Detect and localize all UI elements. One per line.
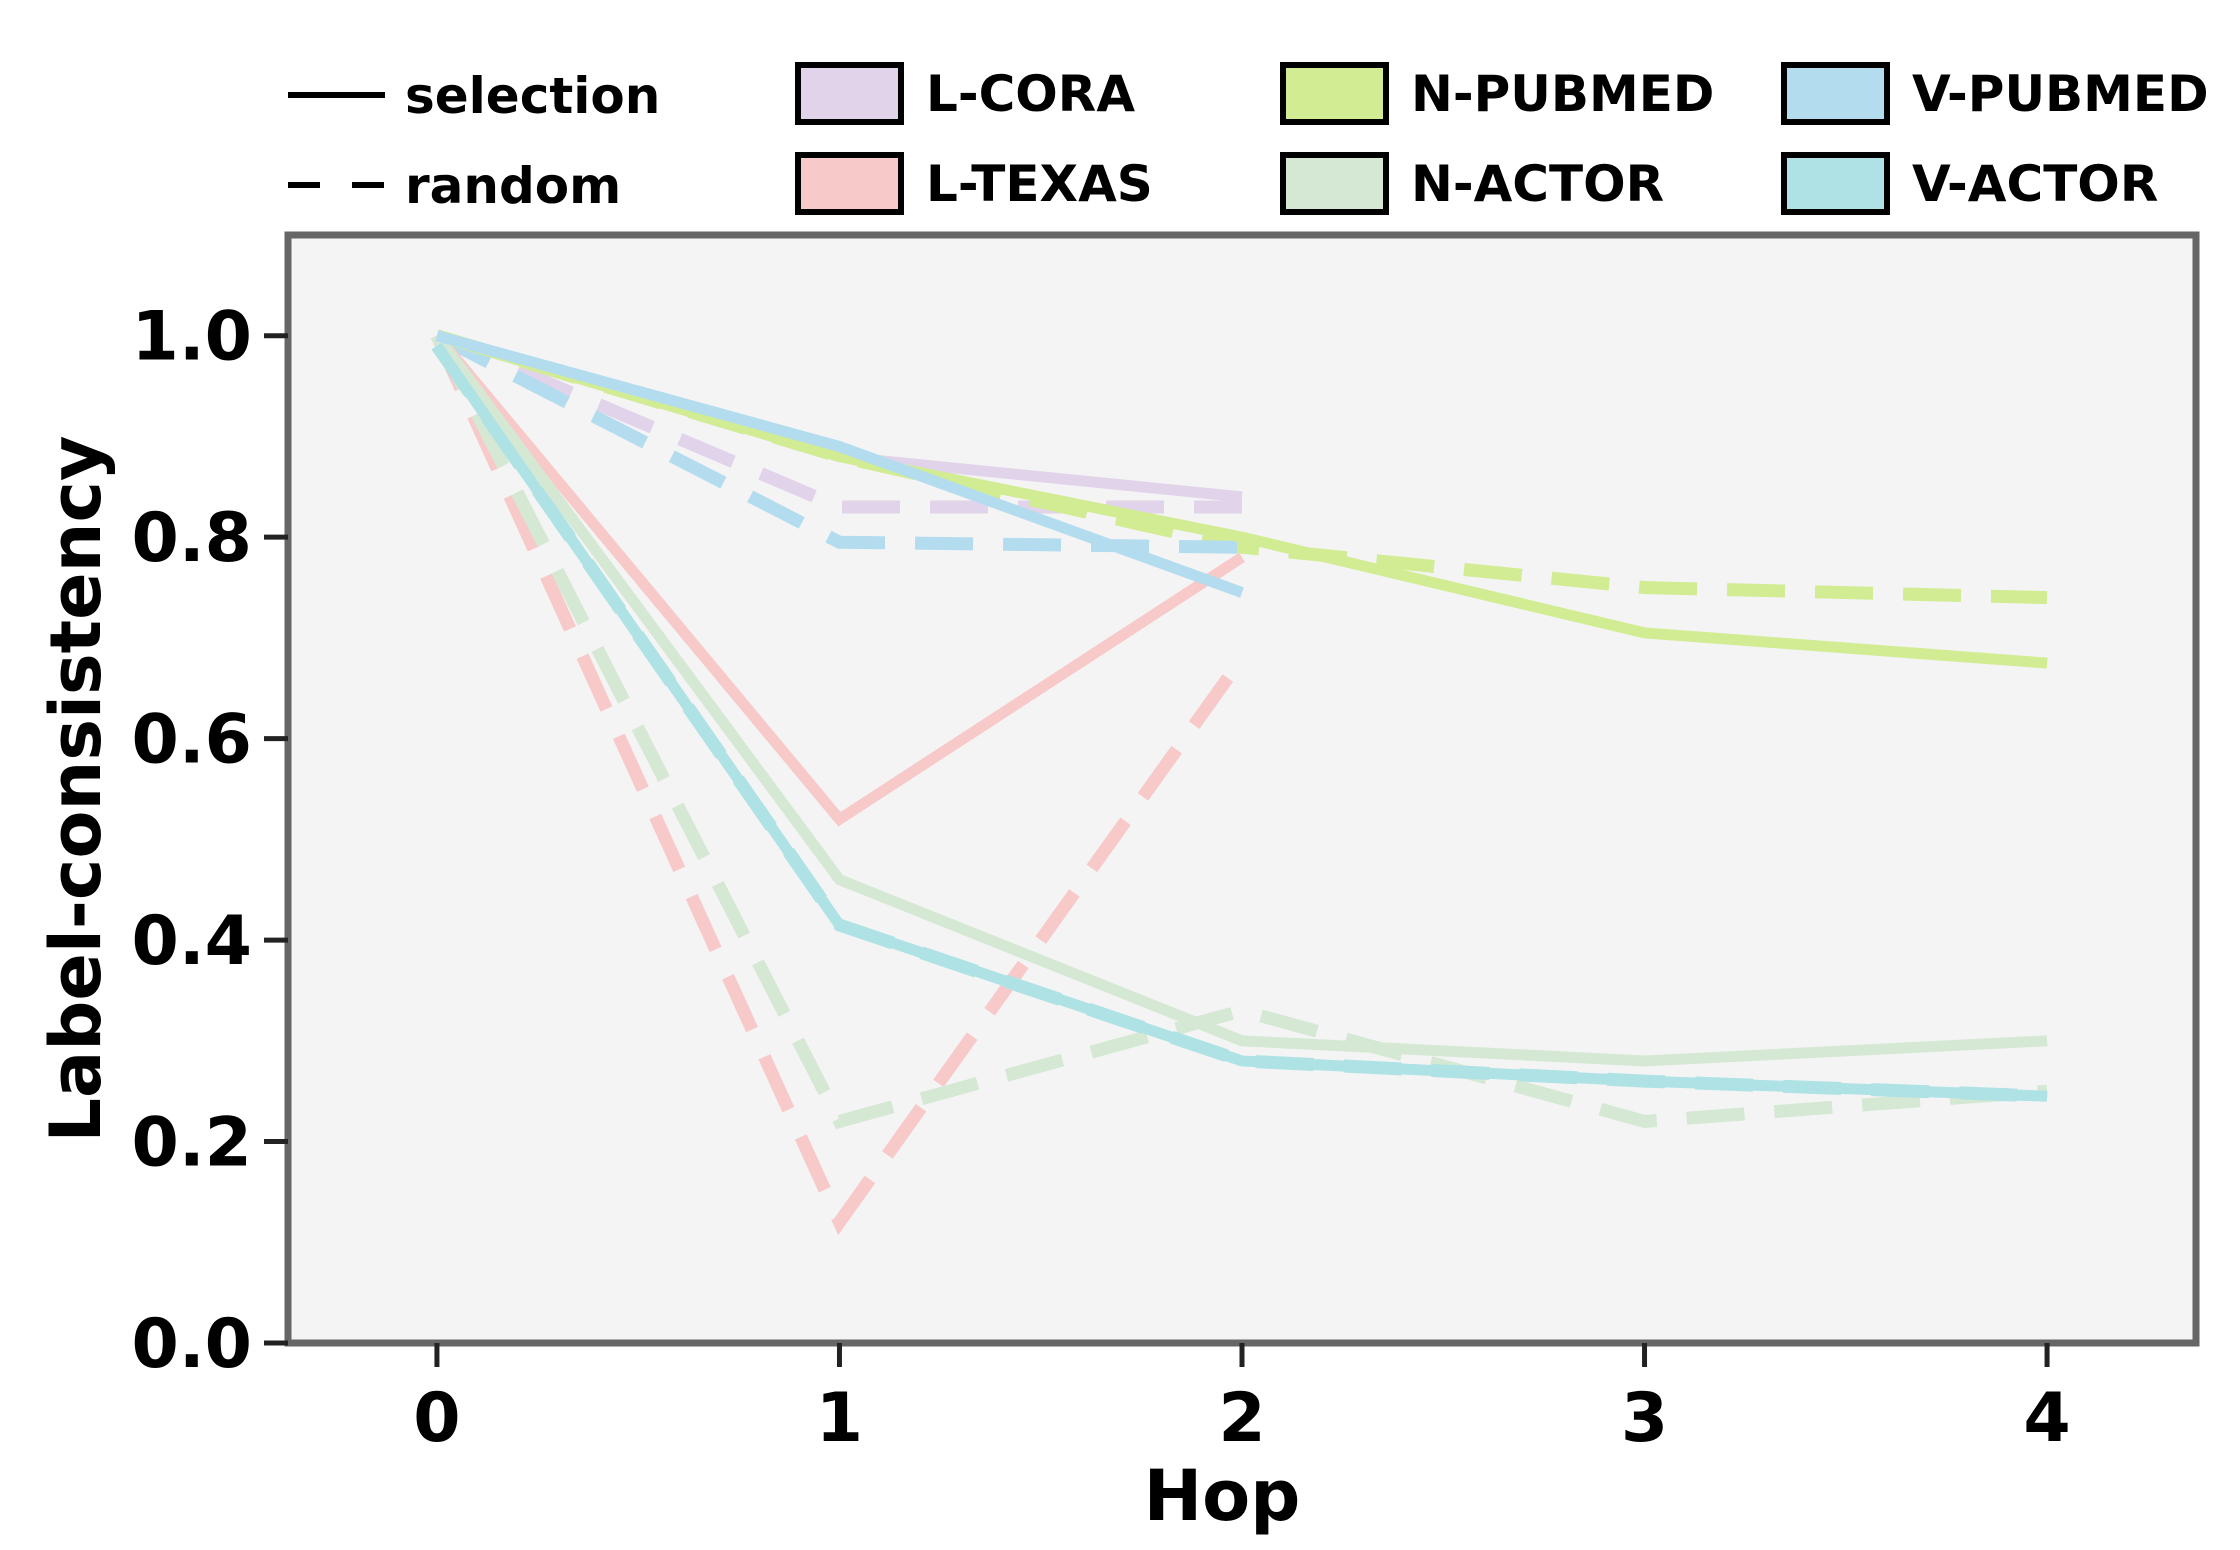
y-tick-label-1-0: 1.0 <box>132 298 252 377</box>
y-tick-label-0-0: 0.0 <box>132 1305 252 1384</box>
x-axis-label: Hop <box>1144 1455 1301 1537</box>
y-tick-label-0-2: 0.2 <box>132 1104 252 1183</box>
series-l-texas-random-line <box>431 333 1248 1236</box>
legend-v-actor-label: V-ACTOR <box>1912 155 2158 213</box>
legend-selection-label: selection <box>405 67 660 125</box>
legend-l-cora-swatch <box>795 62 904 125</box>
legend-v-pubmed-label: V-PUBMED <box>1912 65 2209 123</box>
series-v-pubmed-selection-line <box>435 330 1244 598</box>
x-tick-label-4: 4 <box>2023 1379 2070 1458</box>
legend-l-texas-label: L-TEXAS <box>926 155 1153 213</box>
series-n-actor-selection-line <box>432 332 2048 1067</box>
x-tick-label-3: 3 <box>1621 1379 1668 1458</box>
legend-n-pubmed-label: N-PUBMED <box>1411 65 1714 123</box>
legend-v-pubmed-swatch <box>1781 62 1890 125</box>
legend-l-texas-swatch <box>795 152 904 215</box>
y-tick-label-0-4: 0.4 <box>132 902 252 981</box>
legend-random-label: random <box>405 157 621 215</box>
legend: selection random L-CORA L-TEXAS N-PUBMED N-AC… <box>288 62 2209 215</box>
axes-layer: 0 1 2 3 4 0.0 0.2 0.4 0.6 0.8 1.0 <box>132 298 2071 1458</box>
series-v-actor-selection-line <box>432 342 2048 1102</box>
series-layer <box>431 329 2048 1236</box>
series-n-actor-random-line <box>431 332 2048 1130</box>
y-tick-label-0-8: 0.8 <box>132 499 252 578</box>
y-tick-label-0-6: 0.6 <box>132 701 252 780</box>
x-tick-label-2: 2 <box>1218 1379 1265 1458</box>
legend-n-actor-label: N-ACTOR <box>1411 155 1664 213</box>
legend-n-pubmed-swatch <box>1280 62 1389 125</box>
plot-area <box>284 231 2200 1347</box>
x-tick-label-1: 1 <box>816 1379 863 1458</box>
series-n-pubmed-selection-line <box>435 330 2048 669</box>
legend-v-actor-swatch <box>1781 152 1890 215</box>
series-l-texas-selection-line <box>432 332 1245 827</box>
legend-n-actor-swatch <box>1280 152 1389 215</box>
legend-l-cora-label: L-CORA <box>926 65 1135 123</box>
x-tick-label-0: 0 <box>413 1379 460 1458</box>
y-axis-label: Label-consistency <box>35 435 117 1142</box>
